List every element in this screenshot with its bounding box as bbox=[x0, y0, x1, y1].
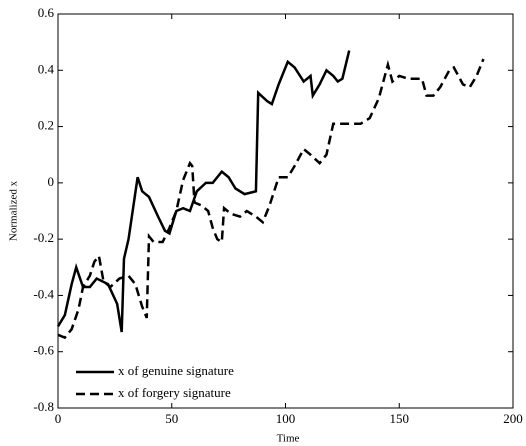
legend-label: x of genuine signature bbox=[118, 363, 234, 378]
y-tick-label: 0.2 bbox=[38, 118, 54, 133]
plot-frame bbox=[57, 13, 514, 409]
y-tick-label: -0.2 bbox=[33, 230, 54, 245]
y-tick-label: 0.4 bbox=[38, 61, 55, 76]
y-tick-label: -0.8 bbox=[33, 399, 54, 414]
y-tick-label: 0 bbox=[48, 174, 55, 189]
y-axis-label: Normalized x bbox=[8, 180, 20, 241]
series-line bbox=[57, 58, 485, 340]
y-tick-label: -0.6 bbox=[33, 343, 54, 358]
x-tick-label: 200 bbox=[503, 411, 523, 426]
legend-label: x of forgery signature bbox=[118, 385, 231, 400]
y-tick-label: 0.6 bbox=[38, 5, 55, 20]
x-tick-label: 100 bbox=[276, 411, 296, 426]
x-axis-label: Time bbox=[277, 433, 300, 445]
x-tick-label: 0 bbox=[55, 411, 62, 426]
series-line bbox=[56, 50, 351, 333]
x-tick-label: 150 bbox=[390, 411, 410, 426]
x-tick-label: 50 bbox=[165, 411, 178, 426]
y-tick-label: -0.4 bbox=[33, 286, 54, 301]
